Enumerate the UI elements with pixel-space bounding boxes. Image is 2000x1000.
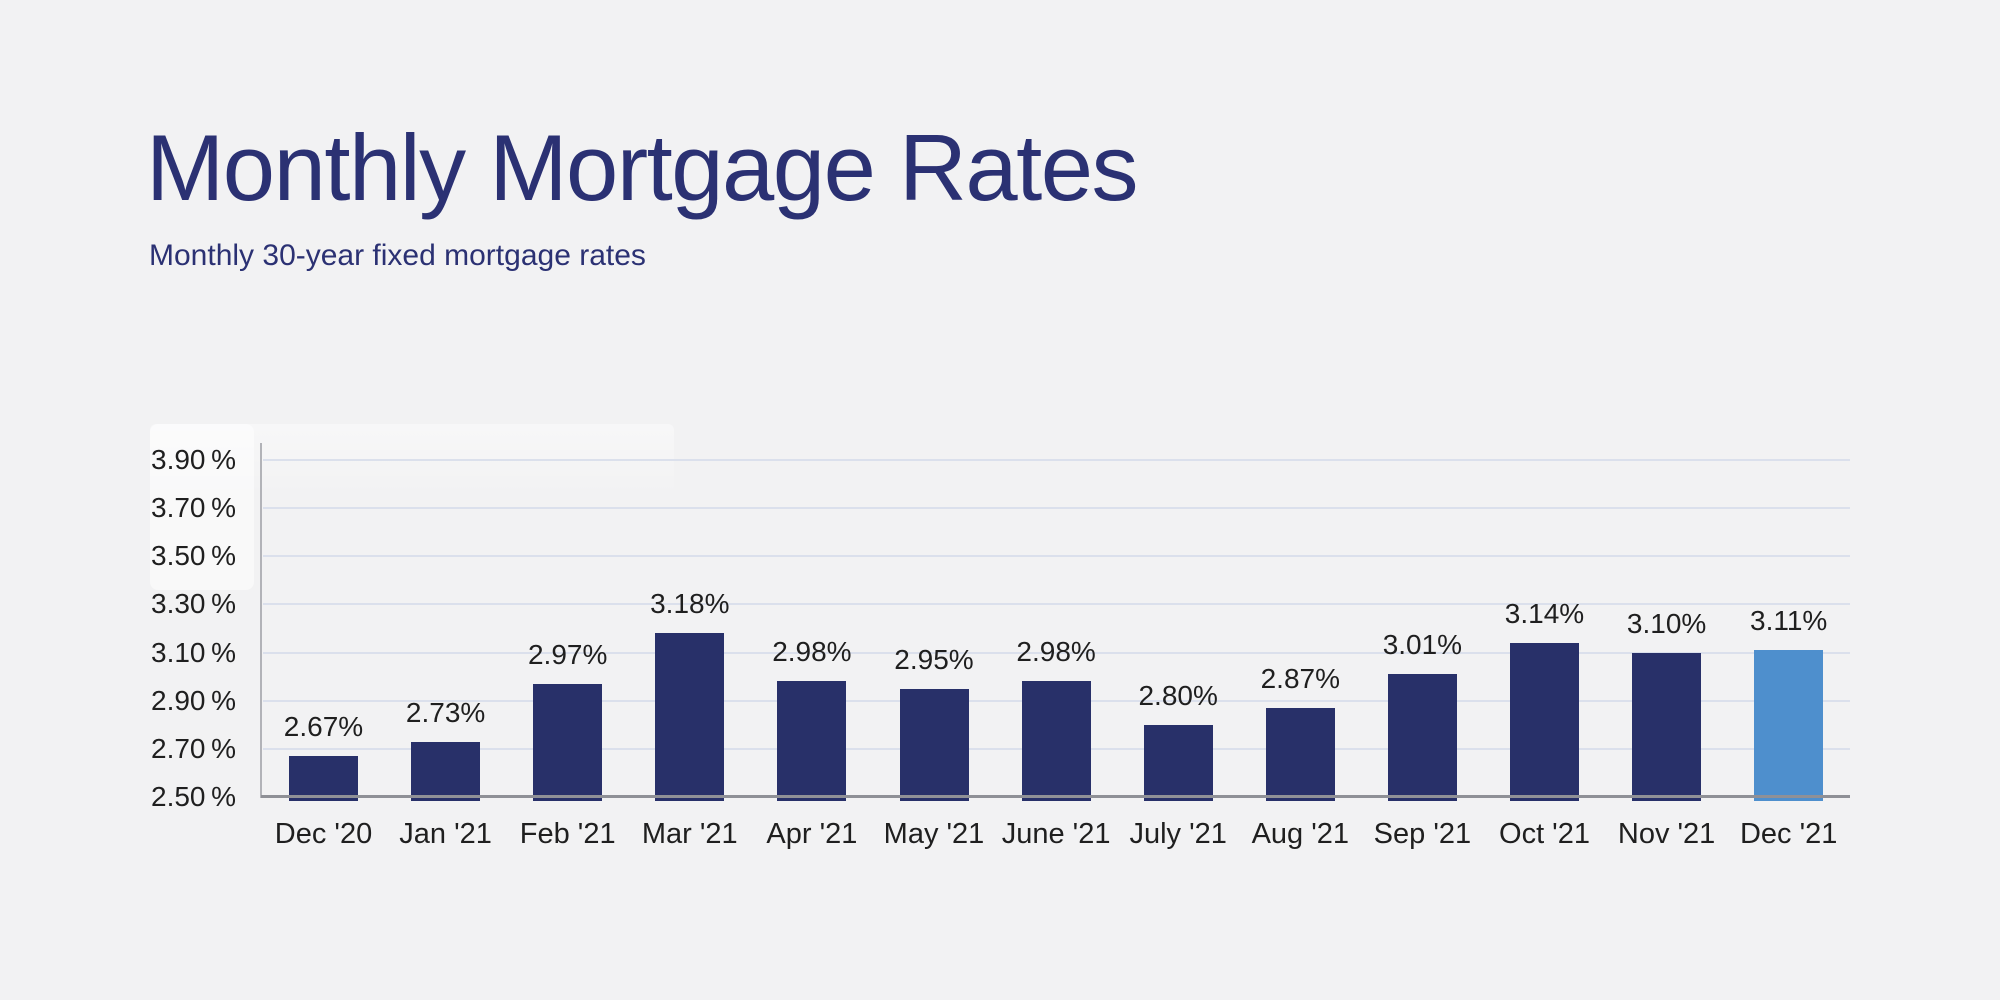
bar-june-21[interactable] <box>1021 681 1091 801</box>
bar-value-label: 2.87% <box>1260 662 1340 694</box>
bar-value-label: 3.10% <box>1626 607 1707 639</box>
bar-value-label: 3.18% <box>650 588 730 620</box>
bar-value-label: 2.67% <box>283 711 364 743</box>
bar-dec-20[interactable] <box>289 756 358 801</box>
x-axis-line <box>261 795 1850 798</box>
x-axis-label: Aug '21 <box>1251 818 1350 850</box>
gridline <box>263 651 1850 654</box>
y-axis-tick-label: 2.90 % <box>151 684 236 716</box>
x-axis-label: Dec '20 <box>274 818 373 850</box>
y-axis-tick-label: 3.30 % <box>151 588 236 620</box>
bar-value-label: 2.98% <box>1016 636 1096 668</box>
bar-mar-21[interactable] <box>655 633 725 801</box>
bar-value-label: 2.73% <box>405 696 486 728</box>
x-axis-label: Oct '21 <box>1499 818 1590 850</box>
x-axis-label: Feb '21 <box>519 818 616 850</box>
bar-aug-21[interactable] <box>1265 707 1335 801</box>
y-axis-tick-label: 3.50 % <box>151 540 236 572</box>
gridline <box>263 555 1850 558</box>
bar-dec-21[interactable] <box>1754 650 1824 801</box>
x-axis-label: Apr '21 <box>766 818 858 850</box>
bar-value-label: 2.95% <box>894 643 974 675</box>
bar-july-21[interactable] <box>1143 724 1213 801</box>
x-axis-label: June '21 <box>1001 818 1111 850</box>
bar-feb-21[interactable] <box>533 683 603 801</box>
bar-value-label: 3.01% <box>1382 629 1463 661</box>
x-axis-label: Sep '21 <box>1373 818 1472 850</box>
bar-nov-21[interactable] <box>1632 652 1702 801</box>
y-axis-line <box>260 443 262 798</box>
y-axis-tick-label: 2.50 % <box>151 781 236 812</box>
bar-value-label: 2.97% <box>527 638 608 670</box>
bar-value-label: 3.14% <box>1504 597 1585 629</box>
gridline <box>263 507 1850 510</box>
bar-value-label: 2.80% <box>1138 679 1218 711</box>
x-axis-label: Jan '21 <box>399 818 492 850</box>
x-axis-label: Nov '21 <box>1617 818 1716 850</box>
gridline <box>263 459 1850 461</box>
bar-apr-21[interactable] <box>777 681 847 801</box>
bar-value-label: 2.98% <box>772 636 852 668</box>
bar-may-21[interactable] <box>899 688 969 801</box>
bar-oct-21[interactable] <box>1510 642 1579 801</box>
chart-subtitle: Monthly 30-year fixed mortgage rates <box>149 239 646 272</box>
y-axis-tick-label: 2.70 % <box>151 732 236 764</box>
x-axis-label: Dec '21 <box>1739 818 1838 850</box>
bar-jan-21[interactable] <box>411 741 481 801</box>
bar-sep-21[interactable] <box>1387 674 1457 801</box>
x-axis-label: Mar '21 <box>641 818 738 850</box>
x-axis-label: May '21 <box>883 818 985 850</box>
x-axis-label: July '21 <box>1129 818 1227 850</box>
y-axis-tick-label: 3.70 % <box>151 492 236 524</box>
y-axis-tick-label: 3.10 % <box>151 636 236 668</box>
gridline <box>263 603 1850 606</box>
bar-value-label: 3.11% <box>1750 605 1828 637</box>
y-axis-tick-label: 3.90 % <box>151 444 236 475</box>
chart-title: Monthly Mortgage Rates <box>146 115 1139 220</box>
